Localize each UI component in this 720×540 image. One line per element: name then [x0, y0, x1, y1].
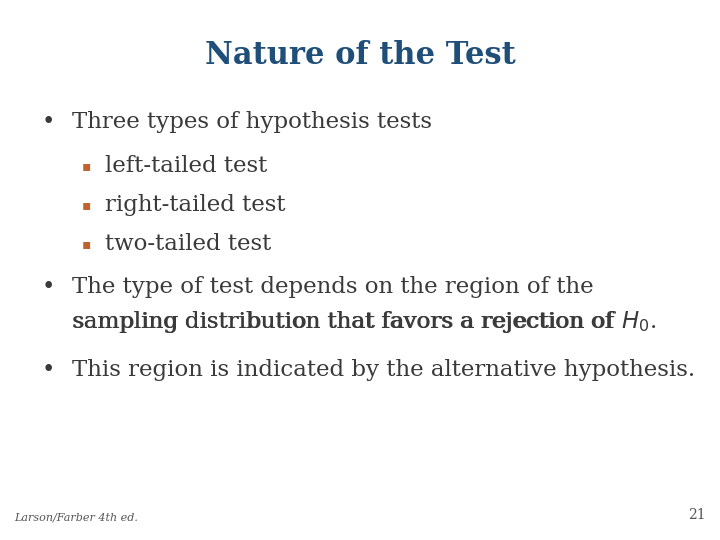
Text: •: •	[42, 359, 55, 381]
Text: •: •	[42, 111, 55, 133]
Text: sampling distribution that favors a rejection of $H_0$.: sampling distribution that favors a reje…	[72, 309, 657, 335]
Text: two-tailed test: two-tailed test	[105, 233, 271, 255]
Text: left-tailed test: left-tailed test	[105, 155, 267, 177]
Text: Nature of the Test: Nature of the Test	[204, 40, 516, 71]
Text: Larson/Farber 4th ed.: Larson/Farber 4th ed.	[14, 512, 138, 522]
Text: ▪: ▪	[82, 237, 91, 251]
Text: The type of test depends on the region of the: The type of test depends on the region o…	[72, 276, 593, 298]
Text: Three types of hypothesis tests: Three types of hypothesis tests	[72, 111, 432, 133]
Text: sampling distribution that favors a rejection of: sampling distribution that favors a reje…	[72, 311, 620, 333]
Text: This region is indicated by the alternative hypothesis.: This region is indicated by the alternat…	[72, 359, 695, 381]
Text: •: •	[42, 276, 55, 298]
Text: right-tailed test: right-tailed test	[105, 194, 286, 216]
Text: ▪: ▪	[82, 159, 91, 173]
Text: 21: 21	[688, 508, 706, 522]
Text: ▪: ▪	[82, 198, 91, 212]
